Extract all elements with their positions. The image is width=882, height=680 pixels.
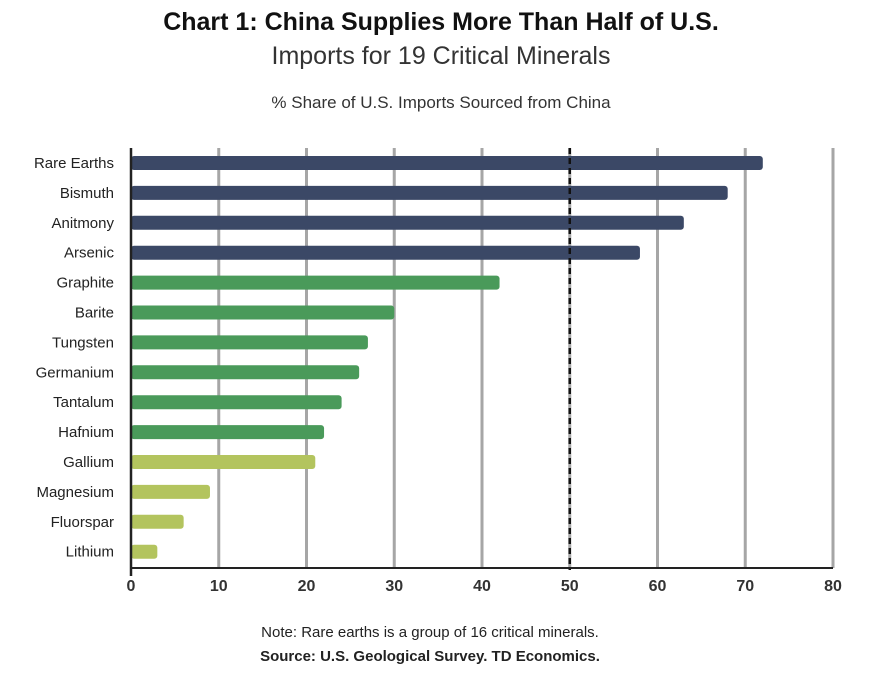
bar-arsenic xyxy=(131,245,640,260)
bar-germanium xyxy=(131,365,360,380)
x-tick-label: 40 xyxy=(473,578,491,595)
category-label: Arsenic xyxy=(64,245,115,262)
category-label: Barite xyxy=(75,305,114,322)
category-label: Magnesium xyxy=(36,484,114,501)
bar-graphite xyxy=(131,275,500,290)
bar-anitmony xyxy=(131,215,684,230)
chart-subtitle: % Share of U.S. Imports Sourced from Chi… xyxy=(271,93,611,112)
bar-rare-earths xyxy=(131,156,763,170)
category-label: Rare Earths xyxy=(34,155,114,172)
category-label: Tantalum xyxy=(53,394,114,411)
category-label: Bismuth xyxy=(60,185,114,202)
category-label: Fluorspar xyxy=(51,514,114,531)
bar-magnesium xyxy=(131,484,210,499)
x-tick-label: 60 xyxy=(649,578,667,595)
category-label: Lithium xyxy=(66,544,114,561)
category-label: Anitmony xyxy=(51,215,114,232)
category-label: Graphite xyxy=(56,275,114,292)
bar-gallium xyxy=(131,455,316,469)
x-tick-label: 70 xyxy=(736,578,754,595)
bar-bismuth xyxy=(131,185,728,200)
x-tick-label: 30 xyxy=(385,578,403,595)
bar-tantalum xyxy=(131,395,342,410)
x-tick-label: 20 xyxy=(298,578,316,595)
x-tick-label: 10 xyxy=(210,578,228,595)
category-label: Tungsten xyxy=(52,334,114,351)
bar-lithium xyxy=(131,544,158,559)
chart-title-line2: Imports for 19 Critical Minerals xyxy=(271,42,611,70)
bar-chart: Rare Earths Bismuth Anitmony Arsenic Graphit… xyxy=(34,148,842,595)
bar-fluorspar xyxy=(131,514,184,529)
bar-hafnium xyxy=(131,425,325,440)
category-label: Gallium xyxy=(63,454,114,471)
x-tick-label: 0 xyxy=(127,578,136,595)
x-tick-label: 50 xyxy=(561,578,579,595)
chart-source: Source: U.S. Geological Survey. TD Econo… xyxy=(260,648,600,665)
bar-barite xyxy=(131,305,395,320)
chart-note: Note: Rare earths is a group of 16 criti… xyxy=(261,624,599,641)
bar-tungsten xyxy=(131,335,368,350)
category-label: Hafnium xyxy=(58,424,114,441)
category-label: Germanium xyxy=(36,364,114,381)
chart-title-line1: Chart 1: China Supplies More Than Half o… xyxy=(163,8,719,36)
x-tick-label: 80 xyxy=(824,578,842,595)
